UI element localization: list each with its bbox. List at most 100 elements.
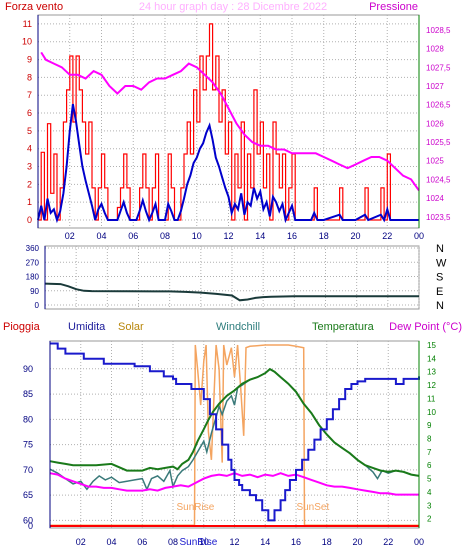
temp-x-tick-label: 16 <box>291 537 301 547</box>
temperature-y-tick-label: 5 <box>427 475 432 484</box>
wind-y-tick-label: 2 <box>27 179 32 189</box>
temperature-y-ticks: 2 3 4 5 6 7 8 9 10 11 12 13 14 15 <box>427 341 436 524</box>
wind-y-tick-label: 9 <box>27 55 32 65</box>
temperature-y-tick-label: 3 <box>427 501 432 510</box>
wind-y-tick-label: 7 <box>27 90 32 100</box>
temperature-y-tick-label: 12 <box>427 381 436 390</box>
temperature-y-tick-label: 9 <box>427 421 432 430</box>
temp-x-tick-label: 20 <box>352 537 362 547</box>
compass-label: S <box>436 272 443 284</box>
wind-y-ticks: 0 1 2 3 4 5 6 7 8 9 10 11 <box>22 19 32 225</box>
wind-gust-line <box>38 23 419 221</box>
temp-x-tick-label: 10 <box>199 537 209 547</box>
wind-x-tick-label: 14 <box>255 231 265 241</box>
chart-title: 24 hour graph day : 28 Dicembre 2022 <box>139 1 327 13</box>
wind-y-tick-label: 8 <box>27 72 32 82</box>
direction-line <box>44 282 419 302</box>
sunrise-annotation: SunRise <box>177 502 215 513</box>
solar-line <box>50 344 419 527</box>
temperature-humidity-chart: Pioggia Umidita Solar Windchill Temperat… <box>3 321 462 548</box>
temperature-series-label: Temperatura <box>312 321 375 333</box>
wind-y-tick-label: 4 <box>27 144 32 154</box>
temperature-y-tick-label: 2 <box>427 515 432 524</box>
direction-y-ticks: 360 270 180 90 0 <box>26 244 40 310</box>
wind-x-tick-label: 20 <box>350 231 360 241</box>
sunrise-axis-marker: SunRise <box>180 537 218 548</box>
wind-y-tick-label: 6 <box>27 108 32 118</box>
compass-label: W <box>436 257 447 269</box>
wind-x-tick-label: 06 <box>128 231 138 241</box>
pressure-y-tick-label: 1023,5 <box>426 213 451 222</box>
temperature-y-tick-label: 13 <box>427 368 436 377</box>
temp-x-tick-label: 22 <box>383 537 393 547</box>
temperature-y-tick-label: 10 <box>427 408 436 417</box>
humidity-y-tick-label: 80 <box>23 414 33 424</box>
pressure-y-tick-label: 1026,5 <box>426 101 451 110</box>
wind-x-ticks: 02 04 06 08 10 12 14 16 18 20 22 00 <box>65 231 424 241</box>
wind-x-tick-label: 02 <box>65 231 75 241</box>
compass-label: N <box>436 243 444 255</box>
wind-x-tick-label: 16 <box>287 231 297 241</box>
humidity-y-tick-label: 0 <box>28 521 33 531</box>
temperature-series <box>49 367 420 477</box>
humidity-y-tick-label: 90 <box>23 364 33 374</box>
humidity-y-tick-label: 75 <box>23 440 33 450</box>
direction-y-tick-label: 180 <box>26 273 40 282</box>
humidity-y-tick-label: 85 <box>23 389 33 399</box>
windchill-series-label: Windchill <box>216 321 260 333</box>
pressure-series <box>40 51 420 192</box>
pressure-line <box>40 51 420 192</box>
wind-pressure-chart: Forza vento 24 hour graph day : 28 Dicem… <box>5 1 451 241</box>
dewpoint-series-label: Dew Point (°C) <box>389 321 462 333</box>
direction-y-tick-label: 270 <box>26 258 40 267</box>
direction-y-tick-label: 360 <box>26 244 40 253</box>
temp-x-tick-label: 12 <box>229 537 239 547</box>
temp-x-tick-label: 02 <box>76 537 86 547</box>
pressure-y-ticks: 1023,5 1024 1024,5 1025 1025,5 1026 1026,5 1027… <box>426 26 451 222</box>
temperature-line <box>49 367 420 477</box>
wind-gust-series <box>38 23 419 221</box>
pressure-y-tick-label: 1028 <box>426 45 444 54</box>
temperature-y-tick-label: 15 <box>427 341 436 350</box>
humidity-y-ticks: 060 65 70 75 80 85 90 <box>23 364 33 531</box>
rain-series-label: Pioggia <box>3 321 41 333</box>
direction-y-tick-label: 0 <box>35 301 40 310</box>
temp-x-tick-label: 08 <box>168 537 178 547</box>
wind-x-tick-label: 22 <box>382 231 392 241</box>
pressure-y-tick-label: 1028,5 <box>426 26 451 35</box>
wind-x-tick-label: 18 <box>319 231 329 241</box>
wind-x-tick-label: 04 <box>96 231 106 241</box>
humidity-line <box>50 342 420 522</box>
compass-label: E <box>436 286 443 298</box>
pressure-y-tick-label: 1027 <box>426 82 444 91</box>
direction-series <box>44 282 419 302</box>
temperature-y-tick-label: 14 <box>427 354 436 363</box>
wind-y-tick-label: 11 <box>23 19 32 29</box>
direction-y-tick-label: 90 <box>30 287 39 296</box>
temperature-y-tick-label: 7 <box>427 448 432 457</box>
direction-plot-area <box>44 245 420 310</box>
humidity-y-tick-label: 65 <box>23 490 33 500</box>
temp-x-tick-label: 00 <box>414 537 424 547</box>
pressure-y-tick-label: 1025,5 <box>426 138 451 147</box>
humidity-series-label: Umidita <box>68 321 106 333</box>
temp-x-ticks: 02 04 06 08 10 12 14 16 18 20 22 00 <box>76 537 424 547</box>
temperature-y-tick-label: 8 <box>427 435 432 444</box>
temp-x-tick-label: 14 <box>260 537 270 547</box>
pressure-y-tick-label: 1025 <box>426 157 444 166</box>
wind-x-tick-label: 00 <box>414 231 424 241</box>
sunset-annotation: SunSet <box>296 502 329 513</box>
pressure-y-tick-label: 1024 <box>426 194 444 203</box>
temperature-y-tick-label: 11 <box>427 394 436 403</box>
temp-x-tick-label: 18 <box>322 537 332 547</box>
wind-y-tick-label: 1 <box>27 197 32 207</box>
temp-x-tick-label: 04 <box>106 537 116 547</box>
humidity-series <box>50 342 420 522</box>
wind-x-tick-label: 10 <box>192 231 202 241</box>
wind-y-tick-label: 3 <box>27 162 32 172</box>
wind-y-tick-label: 10 <box>22 37 32 47</box>
temperature-y-tick-label: 4 <box>427 488 432 497</box>
temperature-y-tick-label: 6 <box>427 461 432 470</box>
